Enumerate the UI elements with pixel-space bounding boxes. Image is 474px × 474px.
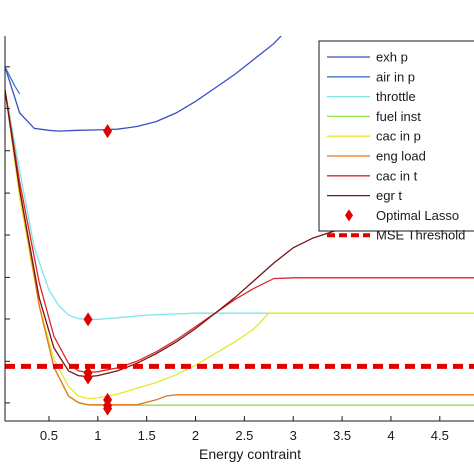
marker-layer — [83, 124, 113, 416]
legend-label: egr t — [376, 188, 402, 203]
x-tick-label: 4 — [387, 428, 394, 443]
legend-label: fuel inst — [376, 109, 421, 124]
x-tick-label: 0.5 — [40, 428, 58, 443]
legend-label: cac in p — [376, 129, 421, 144]
legend: exh p air in p throttle fuel inst cac in p en… — [318, 40, 474, 243]
x-tick-label: 1 — [94, 428, 101, 443]
x-tick-label: 2 — [192, 428, 199, 443]
x-axis-title: Energy contraint — [199, 446, 301, 462]
legend-label: cac in t — [376, 168, 418, 183]
optimal-lasso-marker — [103, 401, 113, 416]
x-tick-label: 1.5 — [138, 428, 156, 443]
series-line-cac-in-p — [5, 89, 474, 400]
legend-label: exh p — [376, 50, 408, 65]
tick-layer: 0.5 1 1.5 2 2.5 3 3.5 4 4.5 — [5, 66, 449, 443]
optimal-lasso-marker — [83, 312, 93, 327]
x-tick-label: 2.5 — [235, 428, 253, 443]
optimal-lasso-marker — [103, 124, 113, 139]
legend-label: MSE Threshold — [376, 228, 465, 243]
series-line-cac-in-t — [5, 89, 474, 374]
legend-label: eng load — [376, 149, 426, 164]
x-tick-label: 3.5 — [333, 428, 351, 443]
legend-label: throttle — [376, 89, 416, 104]
series-line-air-in-p — [5, 66, 21, 95]
legend-label: Optimal Lasso — [376, 208, 459, 223]
series-line-egr-t — [5, 89, 474, 378]
x-tick-label: 4.5 — [431, 428, 449, 443]
legend-label: air in p — [376, 69, 415, 84]
legend-items: exh p air in p throttle fuel inst cac in p en… — [327, 50, 465, 243]
x-tick-label: 3 — [290, 428, 297, 443]
optimal-lasso-marker — [83, 370, 93, 385]
series-line-exh-p — [5, 36, 282, 132]
legend-swatch-optimal-lasso — [345, 209, 353, 222]
